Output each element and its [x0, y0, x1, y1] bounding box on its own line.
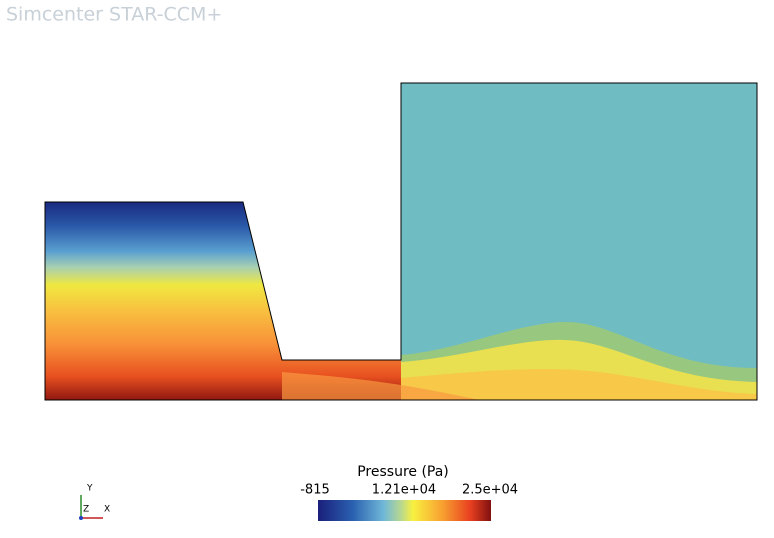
- triad-z-axis: [79, 516, 83, 520]
- field-left: [45, 202, 405, 400]
- app-title: Simcenter STAR-CCM+: [6, 4, 222, 26]
- triad-label: X: [104, 505, 110, 515]
- triad-label: Z: [83, 505, 89, 515]
- domain-outline: [44, 82, 758, 401]
- legend-tick-label: 1.21e+04: [372, 483, 436, 498]
- legend-title: Pressure (Pa): [357, 464, 449, 480]
- legend-tick-label: -815: [300, 483, 330, 498]
- axis-triad: Y Z X: [79, 484, 110, 520]
- colorbar: [318, 500, 491, 521]
- field-band-throat: [282, 372, 480, 400]
- field-band-orange: [401, 369, 757, 400]
- triad-label: Y: [86, 484, 93, 494]
- legend-tick-label: 2.5e+04: [462, 483, 518, 498]
